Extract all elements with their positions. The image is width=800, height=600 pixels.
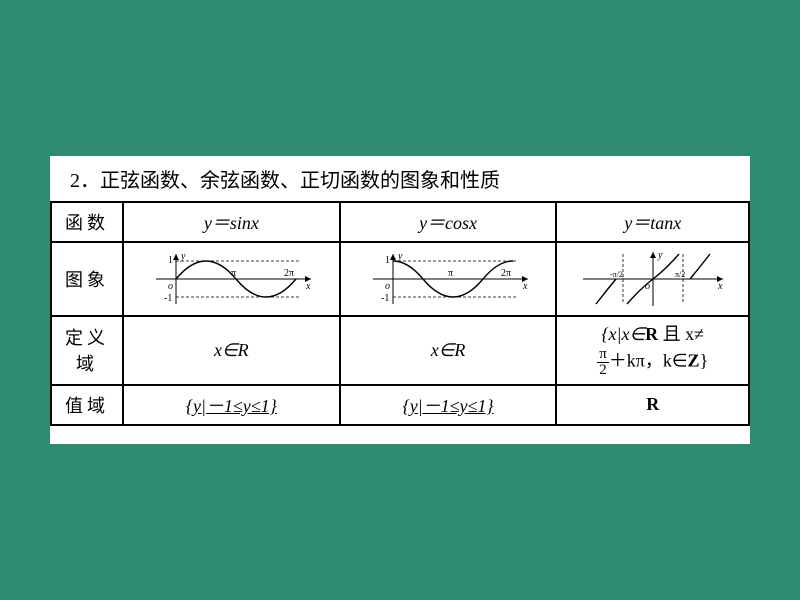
svg-text:y: y xyxy=(657,250,663,261)
svg-text:y: y xyxy=(397,251,403,262)
tan-dom-Z: Z xyxy=(688,350,700,370)
range-cos: {y|－1≤y≤1} xyxy=(341,386,556,424)
domain-tan: {x|x∈R 且 x≠ π2＋kπ，k∈Z} xyxy=(557,317,748,383)
svg-text:o: o xyxy=(168,281,173,292)
domain-cos-text: x∈R xyxy=(431,340,466,360)
table-row-domain: 定义域 x∈R x∈R {x|x∈R 且 x≠ π2＋kπ，k∈Z} xyxy=(52,317,748,383)
tan-dom-suf2: } xyxy=(700,350,709,370)
label-range: 值域 xyxy=(52,386,122,424)
tan-dom-R: R xyxy=(645,324,658,344)
domain-sin-text: x∈R xyxy=(214,340,249,360)
tan-dom-and: 且 x≠ xyxy=(658,324,704,344)
svg-text:π/2: π/2 xyxy=(675,270,685,279)
table-row-header: 函数 y＝sinx y＝cosx y＝tanx xyxy=(52,203,748,241)
tan-curve-icon: o y x -π/2 π/2 xyxy=(578,249,728,309)
frac-num: π xyxy=(597,347,609,363)
svg-text:1: 1 xyxy=(168,255,173,266)
svg-text:o: o xyxy=(645,281,650,292)
func-sin: y＝sinx xyxy=(124,203,339,241)
range-sin: {y|－1≤y≤1} xyxy=(124,386,339,424)
svg-text:o: o xyxy=(385,281,390,292)
tan-dom-suf1: ＋kπ，k∈ xyxy=(609,350,688,370)
svg-text:π: π xyxy=(448,268,453,279)
svg-text:π: π xyxy=(231,268,236,279)
label-domain: 定义域 xyxy=(52,317,122,383)
func-cos: y＝cosx xyxy=(341,203,556,241)
tan-dom-prefix: {x|x∈ xyxy=(601,324,645,344)
trig-properties-table: 函数 y＝sinx y＝cosx y＝tanx 图象 1 -1 o xyxy=(50,201,750,425)
frac-den: 2 xyxy=(597,363,609,378)
svg-text:-1: -1 xyxy=(381,293,389,304)
label-function: 函数 xyxy=(52,203,122,241)
func-tan: y＝tanx xyxy=(557,203,748,241)
cos-curve-icon: 1 -1 o π 2π x y xyxy=(363,249,533,309)
tan-dom-frac: π2 xyxy=(597,347,609,378)
svg-text:x: x xyxy=(717,281,723,292)
domain-cos: x∈R xyxy=(341,317,556,383)
range-tan: R xyxy=(557,386,748,424)
svg-text:-π/2: -π/2 xyxy=(610,270,623,279)
svg-text:x: x xyxy=(305,281,311,292)
sin-curve-icon: 1 -1 o π 2π x y xyxy=(146,249,316,309)
graph-sin: 1 -1 o π 2π x y xyxy=(124,243,339,315)
svg-text:y: y xyxy=(180,251,186,262)
table-row-graph: 图象 1 -1 o π 2π x y xyxy=(52,243,748,315)
svg-text:x: x xyxy=(522,281,528,292)
bottom-spacer xyxy=(50,426,750,444)
table-row-range: 值域 {y|－1≤y≤1} {y|－1≤y≤1} R xyxy=(52,386,748,424)
svg-text:2π: 2π xyxy=(284,268,294,279)
svg-text:1: 1 xyxy=(385,255,390,266)
section-title: 2．正弦函数、余弦函数、正切函数的图象和性质 xyxy=(50,156,750,201)
label-graph: 图象 xyxy=(52,243,122,315)
slide: 2．正弦函数、余弦函数、正切函数的图象和性质 函数 y＝sinx y＝cosx … xyxy=(50,156,750,443)
svg-text:2π: 2π xyxy=(501,268,511,279)
graph-cos: 1 -1 o π 2π x y xyxy=(341,243,556,315)
graph-tan: o y x -π/2 π/2 xyxy=(557,243,748,315)
svg-text:-1: -1 xyxy=(164,293,172,304)
domain-sin: x∈R xyxy=(124,317,339,383)
